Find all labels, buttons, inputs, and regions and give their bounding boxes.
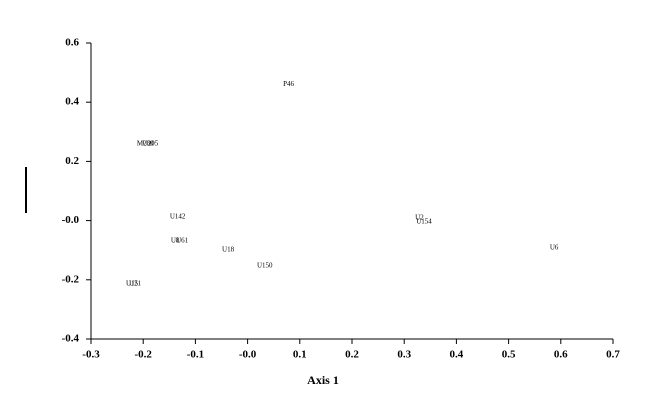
x-tick-label: 0.2 (345, 349, 359, 361)
x-tick-label: 0.4 (450, 349, 464, 361)
y-tick-label: -0.0 (62, 214, 80, 226)
point-label: U18 (222, 246, 235, 254)
point-label: U2 (415, 214, 424, 222)
point-label: U150 (257, 261, 273, 269)
point-label: U6 (550, 244, 559, 252)
point-label: U205 (143, 140, 159, 148)
y-tick-label: -0.2 (62, 273, 80, 285)
x-tick-label: 0.5 (502, 349, 516, 361)
y-tick-label: 0.6 (65, 37, 79, 49)
y-tick-label: 0.4 (65, 96, 79, 108)
x-tick-label: 0.6 (554, 349, 568, 361)
point-label: U21 (129, 280, 142, 288)
point-label: U154 (416, 218, 432, 226)
point-label: U8 (171, 237, 180, 245)
x-tick-label: -0.0 (239, 349, 257, 361)
x-tick-label: 0.3 (397, 349, 411, 361)
x-tick-label: 0.7 (606, 349, 620, 361)
point-label: U61 (176, 237, 189, 245)
y-tick-label: -0.4 (62, 333, 80, 345)
y-tick-label: 0.2 (65, 155, 79, 167)
point-label: U15 (126, 280, 139, 288)
x-axis-title: Axis 1 (307, 373, 339, 387)
x-tick-label: -0.3 (82, 349, 100, 361)
x-tick-label: 0.1 (293, 349, 307, 361)
point-label: U142 (170, 213, 186, 221)
point-label: P46 (283, 80, 294, 88)
x-tick-label: -0.2 (134, 349, 152, 361)
x-tick-label: -0.1 (187, 349, 204, 361)
point-label: M280 (137, 140, 154, 148)
